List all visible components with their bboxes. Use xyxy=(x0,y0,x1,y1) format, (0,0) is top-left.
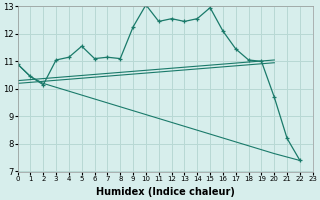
X-axis label: Humidex (Indice chaleur): Humidex (Indice chaleur) xyxy=(96,187,235,197)
